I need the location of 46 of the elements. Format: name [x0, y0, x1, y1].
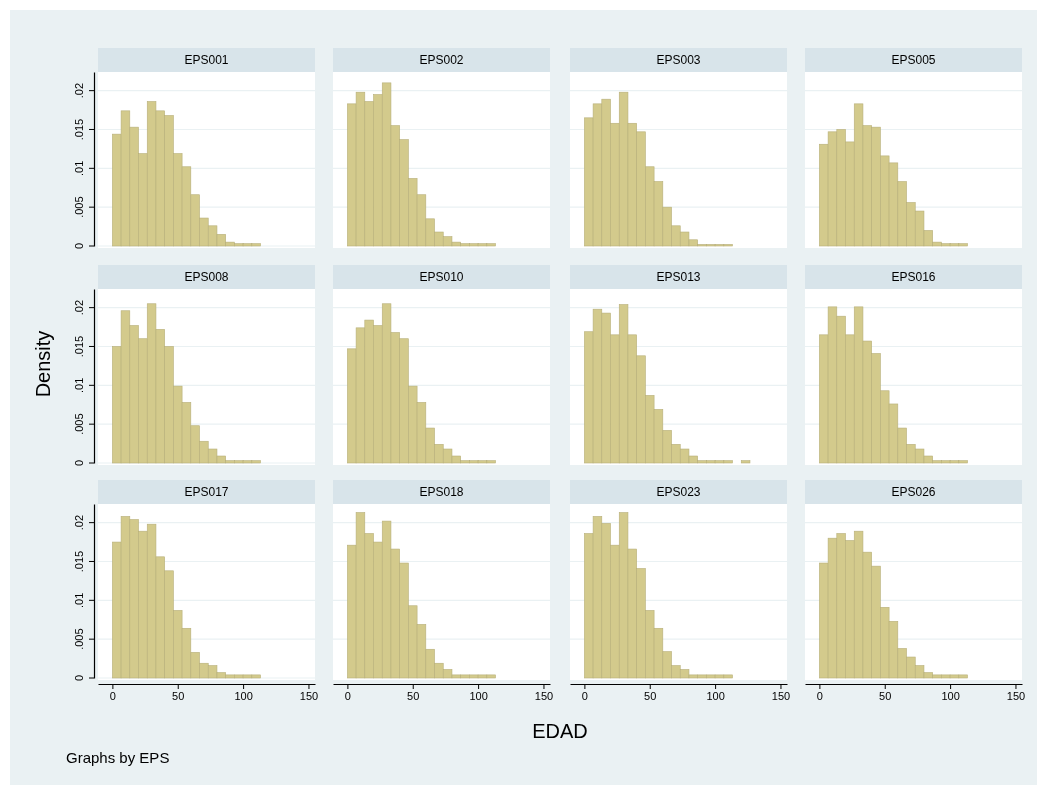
x-tick-label: 0 — [109, 689, 116, 702]
x-tick-label: 0 — [344, 689, 351, 702]
chart-title: EPS002 — [419, 53, 464, 67]
chart-title: EPS003 — [656, 53, 701, 67]
y-tick-label: .005 — [72, 628, 85, 650]
x-tick-label: 100 — [941, 689, 960, 702]
x-tick-label: 100 — [234, 689, 253, 702]
y-tick-label: .01 — [72, 592, 85, 608]
y-axis-title: Density — [32, 330, 54, 398]
y-tick-label: .015 — [72, 335, 85, 358]
chart-title: EPS023 — [656, 485, 701, 499]
x-tick-label: 100 — [469, 689, 488, 702]
x-tick-label: 50 — [407, 689, 420, 702]
y-tick-label: .02 — [72, 514, 85, 531]
y-tick-label: .015 — [72, 550, 85, 573]
chart-title: EPS017 — [184, 485, 229, 499]
y-tick-label: .02 — [72, 299, 85, 316]
y-tick-label: .01 — [72, 160, 85, 176]
y-tick-label: 0 — [72, 459, 85, 467]
y-tick-label: .015 — [72, 118, 85, 141]
chart-title: EPS005 — [891, 53, 936, 67]
x-tick-label: 150 — [771, 689, 791, 702]
y-tick-label: 0 — [72, 674, 85, 682]
y-tick-label: .005 — [72, 413, 85, 435]
x-tick-label: 100 — [706, 689, 725, 702]
x-tick-label: 50 — [172, 689, 185, 702]
x-tick-label: 150 — [534, 689, 554, 702]
y-tick-label: .01 — [72, 377, 85, 393]
chart-title: EPS018 — [419, 485, 464, 499]
text: Graphs by EPS — [66, 749, 170, 766]
x-tick-label: 0 — [816, 689, 823, 702]
y-tick-label: .02 — [72, 82, 85, 99]
x-tick-label: 50 — [644, 689, 657, 702]
x-tick-label: 0 — [581, 689, 588, 702]
x-tick-label: 50 — [879, 689, 892, 702]
x-tick-label: 150 — [1006, 689, 1026, 702]
y-tick-label: 0 — [72, 242, 85, 250]
x-axis-title: EDAD — [532, 720, 588, 742]
chart-title: EPS010 — [419, 270, 464, 284]
x-tick-label: 150 — [299, 689, 319, 702]
chart-title: EPS013 — [656, 270, 701, 284]
y-tick-label: .005 — [72, 196, 85, 218]
chart-title: EPS026 — [891, 485, 936, 499]
chart-title: EPS016 — [891, 270, 936, 284]
chart-title: EPS001 — [184, 53, 229, 67]
chart-title: EPS008 — [184, 270, 229, 284]
